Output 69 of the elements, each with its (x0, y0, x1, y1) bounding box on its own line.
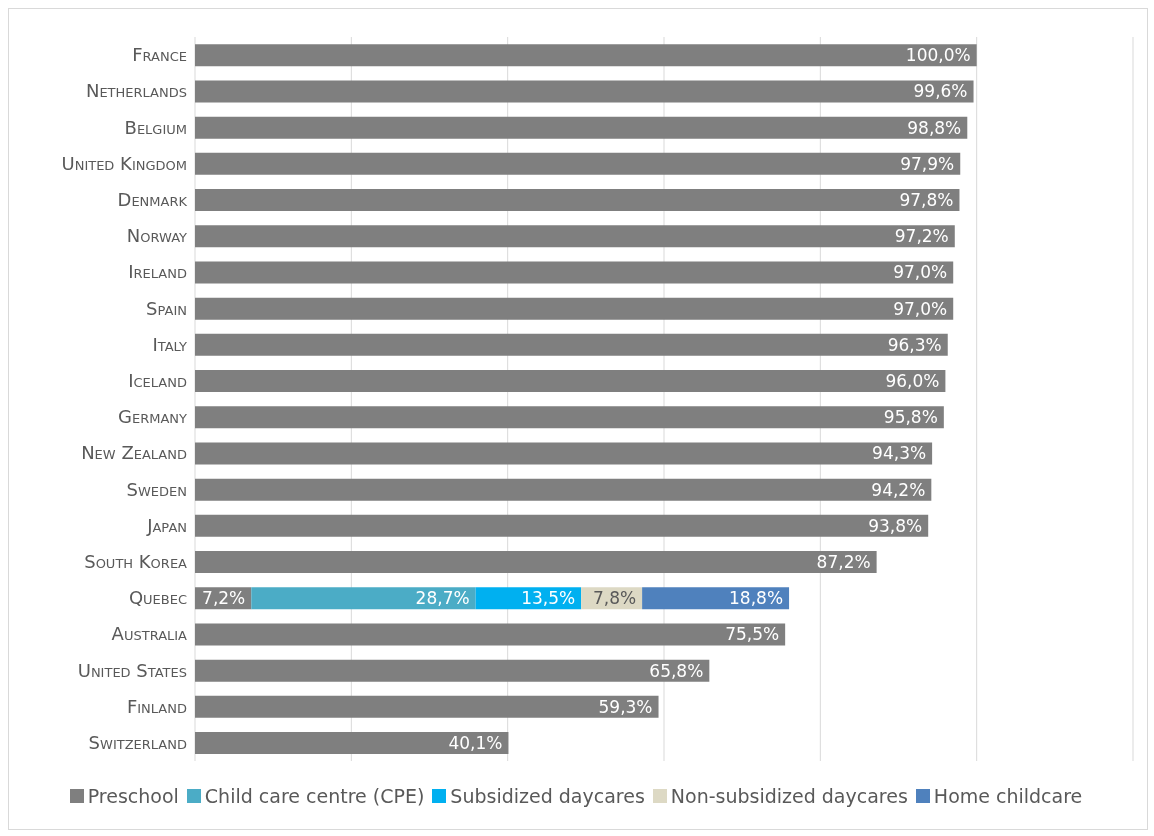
data-label: 13,5% (521, 588, 576, 609)
bar (195, 623, 786, 646)
y-tick-label: Germany (118, 406, 188, 428)
data-label: 97,8% (899, 190, 954, 211)
bar (195, 659, 710, 682)
y-tick-label: Denmark (117, 188, 188, 210)
y-tick-label: New Zealand (81, 442, 187, 464)
y-tick-label: Switzerland (88, 731, 187, 753)
y-tick-label: Sweden (126, 478, 187, 500)
bar (195, 116, 968, 139)
y-tick-label: Norway (126, 225, 188, 247)
data-label: 87,2% (816, 552, 871, 573)
bar (195, 442, 933, 465)
legend-label: Non-subsidized daycares (670, 785, 908, 807)
bar (195, 261, 954, 284)
bar (195, 478, 932, 501)
bar (195, 152, 961, 175)
y-tick-label: Spain (146, 297, 187, 319)
data-label: 75,5% (725, 624, 780, 645)
data-label: 40,1% (448, 733, 503, 754)
y-tick-label: Belgium (124, 116, 187, 138)
y-tick-label: Iceland (128, 369, 187, 391)
data-label: 96,0% (885, 371, 940, 392)
bar (251, 587, 476, 610)
data-label: 96,3% (887, 334, 942, 355)
data-label: 99,6% (913, 81, 968, 102)
data-label: 93,8% (868, 515, 923, 536)
data-label: 98,8% (907, 117, 962, 138)
bar (195, 44, 977, 67)
bar (195, 732, 509, 755)
bar (195, 225, 955, 248)
legend-label: Preschool (87, 785, 179, 807)
data-label: 97,0% (893, 262, 948, 283)
bar (195, 370, 946, 393)
data-label: 94,3% (872, 443, 927, 464)
data-label: 18,8% (729, 588, 784, 609)
bar (195, 189, 960, 212)
bar (195, 333, 948, 356)
y-tick-label: Netherlands (85, 80, 187, 102)
data-label: 97,0% (893, 298, 948, 319)
bar (195, 297, 954, 320)
data-label: 59,3% (598, 696, 653, 717)
y-tick-label: United States (77, 659, 187, 681)
data-label: 28,7% (415, 588, 470, 609)
y-tick-label: Japan (146, 514, 187, 536)
data-label: 65,8% (649, 660, 704, 681)
y-tick-label: France (132, 44, 187, 66)
y-tick-label: United Kingdom (61, 152, 187, 174)
bar (195, 406, 944, 429)
data-label: 7,2% (202, 588, 246, 609)
legend-label: Subsidized daycares (450, 785, 645, 807)
data-label: 97,2% (894, 226, 949, 247)
data-label: 95,8% (883, 407, 938, 428)
data-label: 94,2% (871, 479, 926, 500)
bar (195, 80, 974, 103)
y-tick-label: South Korea (84, 550, 188, 572)
bar (195, 514, 929, 537)
data-label: 7,8% (592, 588, 637, 609)
y-tick-label: Finland (126, 695, 187, 717)
legend-label: Home childcare (933, 785, 1083, 807)
y-tick-label: Quebec (128, 587, 187, 609)
data-label: 100,0% (905, 45, 971, 66)
legend-label: Child care centre (CPE) (204, 785, 425, 807)
data-label: 97,9% (900, 153, 955, 174)
bar (195, 695, 659, 718)
y-tick-label: Italy (152, 333, 188, 355)
y-tick-label: Ireland (128, 261, 187, 283)
bar (195, 551, 877, 574)
y-tick-label: Australia (111, 623, 188, 645)
